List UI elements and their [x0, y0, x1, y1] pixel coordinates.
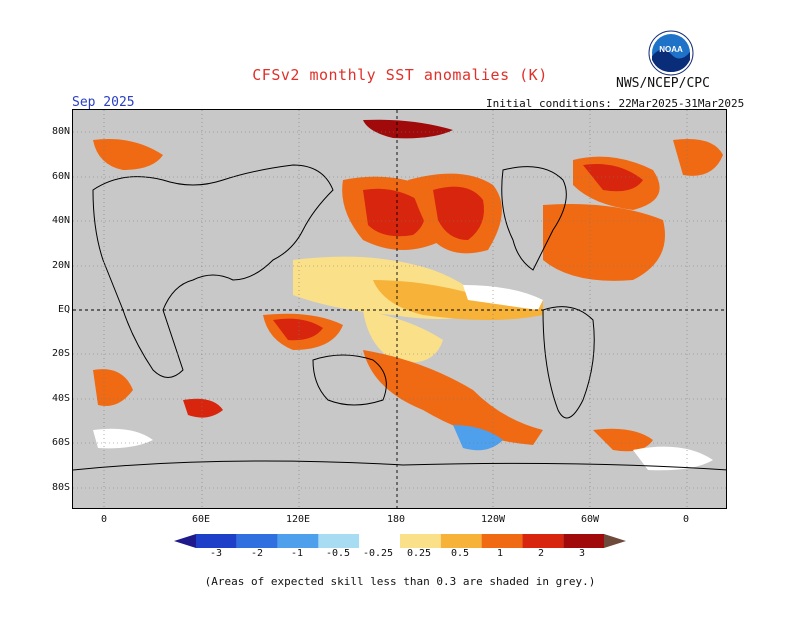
forecast-month: Sep 2025	[72, 95, 135, 110]
lat-label: 20N	[51, 260, 70, 271]
colorbar-label: 0.5	[450, 548, 470, 559]
colorbar-swatch	[174, 534, 196, 548]
colorbar-label: -0.25	[362, 548, 394, 559]
colorbar-swatch	[440, 534, 482, 548]
colorbar-swatch	[318, 534, 360, 548]
colorbar-swatch	[359, 534, 400, 548]
colorbar-label: 3	[578, 548, 586, 559]
lat-label: 20S	[51, 348, 70, 359]
colorbar-label: 2	[537, 548, 545, 559]
colorbar-swatch	[277, 534, 319, 548]
colorbar-swatch	[236, 534, 278, 548]
lat-label: 60N	[51, 171, 70, 182]
lon-label: 120W	[480, 514, 506, 525]
lon-label: 120E	[285, 514, 311, 525]
colorbar-swatch	[604, 534, 626, 548]
svg-text:NOAA: NOAA	[659, 45, 683, 54]
continent-outlines	[73, 164, 726, 471]
colorbar-label: -2	[250, 548, 264, 559]
colorbar-label: -1	[290, 548, 304, 559]
noaa-logo: NOAA	[648, 30, 694, 76]
agency-label: NWS/NCEP/CPC	[616, 76, 710, 91]
lon-label: 0	[100, 514, 108, 525]
lon-label: 0	[682, 514, 690, 525]
lon-label: 60E	[191, 514, 211, 525]
skill-footnote: (Areas of expected skill less than 0.3 a…	[204, 575, 596, 588]
colorbar-swatch	[522, 534, 564, 548]
lon-label: 180	[386, 514, 406, 525]
lat-label: 80N	[51, 126, 70, 137]
colorbar-label: 0.25	[406, 548, 432, 559]
colorbar	[174, 534, 626, 548]
lat-label: 80S	[51, 482, 70, 493]
colorbar-label: -3	[209, 548, 223, 559]
colorbar-label: 1	[496, 548, 504, 559]
sst-anomaly-map	[72, 109, 727, 509]
colorbar-swatch	[400, 534, 441, 548]
lon-label: 60W	[580, 514, 600, 525]
lat-label: 40S	[51, 393, 70, 404]
lat-label: 40N	[51, 215, 70, 226]
map-title: CFSv2 monthly SST anomalies (K)	[252, 66, 548, 84]
initial-conditions: Initial conditions: 22Mar2025-31Mar2025	[486, 97, 745, 110]
lat-label: EQ	[57, 304, 70, 315]
colorbar-swatch	[481, 534, 523, 548]
colorbar-swatch	[196, 534, 237, 548]
colorbar-swatch	[563, 534, 604, 548]
map-canvas	[73, 110, 726, 508]
colorbar-label: -0.5	[325, 548, 351, 559]
lat-label: 60S	[51, 437, 70, 448]
